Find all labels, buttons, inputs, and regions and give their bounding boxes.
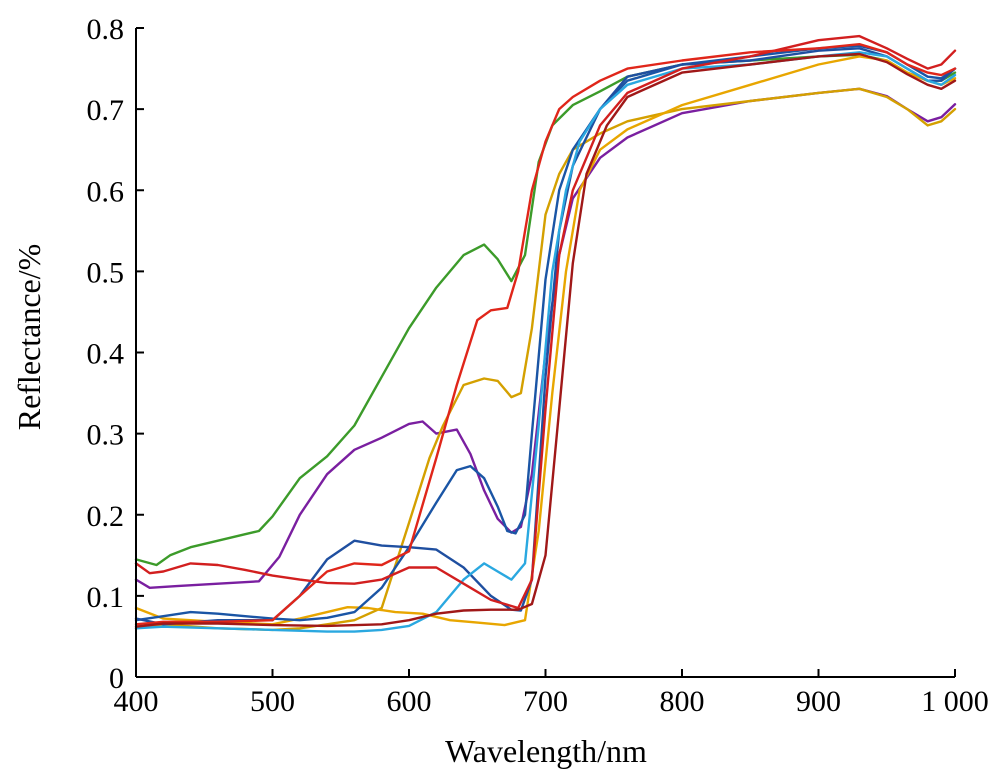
- x-tick-label: 800: [660, 685, 705, 718]
- y-tick-label: 0.3: [87, 419, 125, 452]
- y-ticks: 0 0.1 0.2 0.3 0.4 0.5 0.6 0.7 0.8: [87, 13, 144, 695]
- x-tick-label: 500: [250, 685, 295, 718]
- series-line-1: [134, 53, 957, 567]
- y-tick-label: 0.8: [87, 13, 125, 46]
- y-tick-label: 0.4: [87, 338, 125, 371]
- y-tick-label: 0.2: [87, 500, 125, 533]
- y-tick-label: 0.6: [87, 175, 125, 208]
- x-tick-label: 1 000: [921, 685, 989, 718]
- series-line-8: [134, 34, 957, 610]
- series-line-7: [134, 51, 957, 633]
- series-layer: [134, 34, 957, 633]
- series-line-10: [134, 52, 957, 628]
- x-tick-label: 400: [114, 685, 159, 718]
- x-tick-label: 700: [523, 685, 568, 718]
- series-line-3: [134, 87, 957, 632]
- y-tick-label: 0: [109, 662, 124, 695]
- y-tick-label: 0.5: [87, 256, 125, 289]
- x-tick-label: 900: [796, 685, 841, 718]
- x-ticks: 400 500 600 700 800 900 1 000: [114, 669, 989, 718]
- y-tick-label: 0.1: [87, 581, 125, 614]
- x-axis-title: Wavelength/nm: [445, 733, 647, 769]
- series-line-9: [134, 43, 957, 626]
- y-axis-title: Reflectance/%: [11, 244, 47, 431]
- y-tick-label: 0.7: [87, 94, 125, 127]
- series-line-5: [134, 44, 957, 622]
- x-tick-label: 600: [387, 685, 432, 718]
